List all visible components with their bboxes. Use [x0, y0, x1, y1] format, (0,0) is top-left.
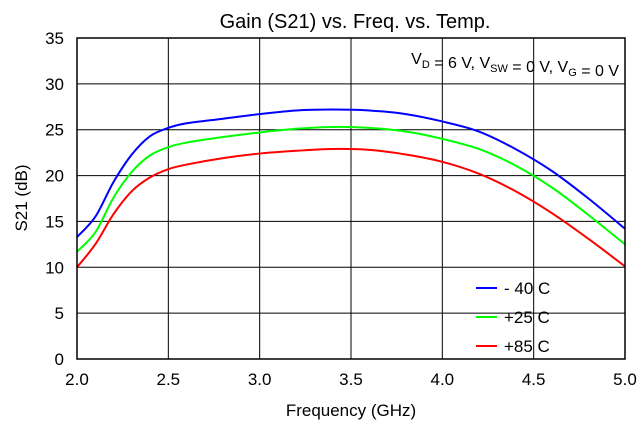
series-line-2: [76, 147, 626, 268]
series-lines: [76, 108, 626, 268]
y-axis-title: S21 (dB): [12, 164, 31, 231]
x-tick-label: 3.0: [248, 370, 272, 389]
x-tick-label: 4.5: [522, 370, 546, 389]
y-tick-label: 5: [55, 304, 64, 323]
y-tick-label: 35: [45, 29, 64, 48]
legend-label-0: - 40 C: [504, 279, 550, 298]
x-tick-label: 4.0: [431, 370, 455, 389]
x-axis-title: Frequency (GHz): [286, 401, 416, 420]
legend-label-2: +85 C: [504, 337, 550, 356]
legend-label-1: +25 C: [504, 308, 550, 327]
plot-frame: [76, 37, 626, 360]
chart-title: Gain (S21) vs. Freq. vs. Temp.: [220, 11, 491, 33]
y-tick-label: 25: [45, 121, 64, 140]
tick-labels: 2.0 2.5 3.0 3.5 4.0 4.5 5.0 0 5 10 15 20 25 30 35: [45, 29, 637, 389]
legend: - 40 C +25 C +85 C: [476, 279, 550, 356]
y-tick-label: 0: [55, 350, 64, 369]
y-tick-label: 20: [45, 167, 64, 186]
series-line-1: [76, 125, 626, 253]
series-line-0: [76, 108, 626, 238]
y-tick-label: 15: [45, 212, 64, 231]
grid-lines: [76, 37, 626, 360]
bias-conditions-text: VD = 6 V, VSW = 0 V, VG = 0 V: [411, 51, 619, 80]
y-tick-label: 10: [45, 258, 64, 277]
x-tick-label: 2.5: [157, 370, 181, 389]
x-tick-label: 2.0: [65, 370, 89, 389]
y-tick-label: 30: [45, 75, 64, 94]
bias-annotation: VD = 6 V, VSW = 0 V, VG = 0 V: [411, 51, 619, 80]
x-tick-label: 3.5: [339, 370, 363, 389]
x-tick-label: 5.0: [613, 370, 637, 389]
